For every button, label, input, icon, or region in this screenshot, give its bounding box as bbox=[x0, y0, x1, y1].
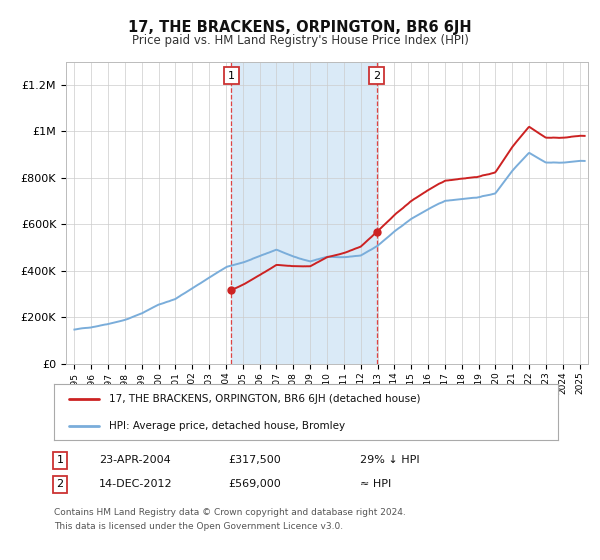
Text: 2: 2 bbox=[373, 71, 380, 81]
Text: 17, THE BRACKENS, ORPINGTON, BR6 6JH (detached house): 17, THE BRACKENS, ORPINGTON, BR6 6JH (de… bbox=[109, 394, 421, 404]
Text: 14-DEC-2012: 14-DEC-2012 bbox=[99, 479, 173, 489]
Text: 1: 1 bbox=[56, 455, 64, 465]
Text: ≈ HPI: ≈ HPI bbox=[360, 479, 391, 489]
Text: Contains HM Land Registry data © Crown copyright and database right 2024.: Contains HM Land Registry data © Crown c… bbox=[54, 508, 406, 517]
Text: 29% ↓ HPI: 29% ↓ HPI bbox=[360, 455, 419, 465]
Text: 23-APR-2004: 23-APR-2004 bbox=[99, 455, 171, 465]
Text: 2: 2 bbox=[56, 479, 64, 489]
Text: This data is licensed under the Open Government Licence v3.0.: This data is licensed under the Open Gov… bbox=[54, 522, 343, 531]
Bar bbox=[231, 62, 377, 364]
Text: 17, THE BRACKENS, ORPINGTON, BR6 6JH: 17, THE BRACKENS, ORPINGTON, BR6 6JH bbox=[128, 20, 472, 35]
Text: 1: 1 bbox=[227, 71, 235, 81]
Text: £569,000: £569,000 bbox=[228, 479, 281, 489]
Text: HPI: Average price, detached house, Bromley: HPI: Average price, detached house, Brom… bbox=[109, 421, 346, 431]
Text: Price paid vs. HM Land Registry's House Price Index (HPI): Price paid vs. HM Land Registry's House … bbox=[131, 34, 469, 46]
Text: £317,500: £317,500 bbox=[228, 455, 281, 465]
